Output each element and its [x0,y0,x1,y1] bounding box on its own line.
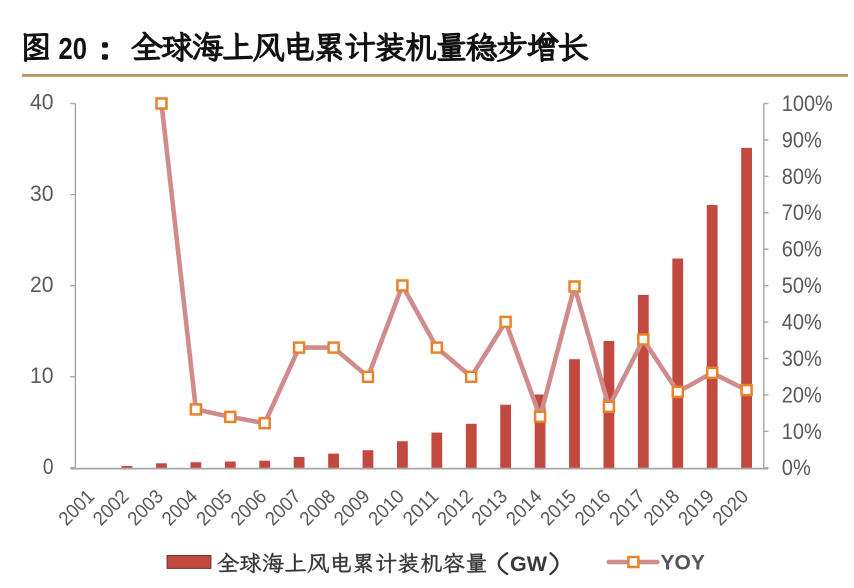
svg-text:20%: 20% [782,382,822,407]
svg-text:60%: 60% [782,237,822,262]
svg-text:30%: 30% [782,346,822,371]
svg-text:70%: 70% [782,200,822,225]
svg-text:YOY: YOY [661,552,705,575]
svg-text:100%: 100% [782,91,833,116]
svg-text:90%: 90% [782,127,822,152]
svg-text:10%: 10% [782,419,822,444]
svg-text:40%: 40% [782,310,822,335]
svg-text:30: 30 [30,181,54,206]
svg-text:0%: 0% [782,455,811,480]
svg-text:0: 0 [43,454,54,479]
svg-text:20: 20 [59,32,88,66]
svg-text:GW: GW [510,552,548,576]
svg-text:40: 40 [30,90,54,115]
svg-text:20: 20 [30,272,54,297]
svg-text:80%: 80% [782,164,822,189]
svg-text:50%: 50% [782,273,822,298]
svg-text:10: 10 [30,363,54,388]
